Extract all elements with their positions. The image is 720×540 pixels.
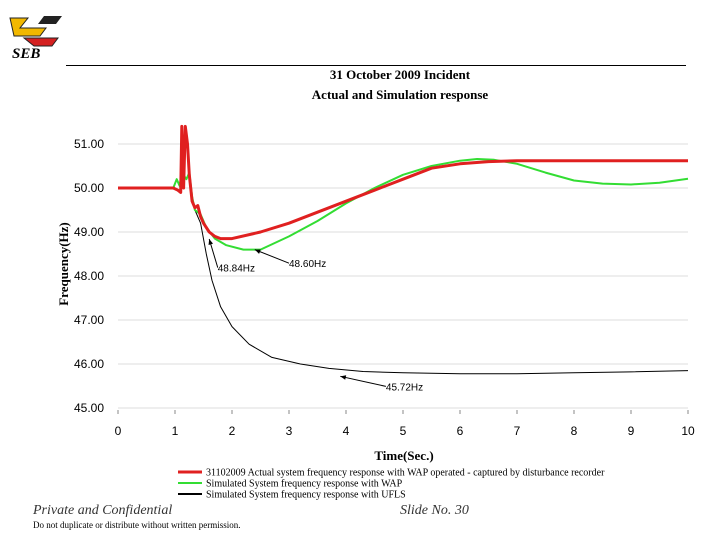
chart-title: 31 October 2009 Incident Actual and Simu…	[250, 65, 550, 105]
y-tick-label: 49.00	[74, 225, 104, 239]
chart-title-line2: Actual and Simulation response	[311, 87, 489, 102]
annotation-arrowhead	[340, 375, 347, 380]
axis-layer: 51.00 50.00 49.00 48.00 47.00 46.00 45.00 0 1 2 3 4…	[74, 137, 695, 438]
legend-layer: 31102009 Actual system frequency respons…	[178, 468, 605, 501]
legend-label: Simulated System frequency response with…	[206, 479, 403, 490]
series-line-wap	[118, 158, 689, 251]
confidential-label: Private and Confidential	[33, 503, 173, 518]
annotation-layer: 48.84Hz 48.60Hz 45.72Hz	[208, 238, 423, 393]
series-line-ufls	[118, 172, 689, 375]
y-axis-title: Frequency(Hz)	[56, 222, 71, 306]
x-tick-label: 4	[343, 424, 350, 438]
series-layer	[118, 124, 689, 375]
copyright-note: Do not duplicate or distribute without w…	[33, 520, 241, 530]
x-axis-title: Time(Sec.)	[374, 448, 433, 463]
x-tick-label: 8	[571, 424, 578, 438]
grid-layer	[118, 143, 688, 409]
slide-number: Slide No. 30	[400, 503, 469, 518]
annotation-label: 48.84Hz	[218, 264, 255, 275]
chart-title-line1: 31 October 2009 Incident	[329, 67, 471, 82]
header-rule	[66, 65, 686, 66]
annotation-label: 45.72Hz	[386, 382, 423, 393]
x-tick-label: 7	[514, 424, 521, 438]
x-tick-label: 10	[681, 424, 695, 438]
legend-label: 31102009 Actual system frequency respons…	[206, 468, 605, 479]
y-tick-label: 47.00	[74, 313, 104, 327]
annotation-leader	[254, 249, 290, 264]
x-tick-label: 6	[457, 424, 464, 438]
x-tick-label: 0	[115, 424, 122, 438]
annotation-arrowhead	[254, 249, 261, 254]
series-line-actual	[118, 124, 688, 241]
y-tick-label: 51.00	[74, 137, 104, 151]
x-tick-label: 1	[172, 424, 179, 438]
legend-label: Simulated System frequency response with…	[206, 490, 406, 501]
x-tick-label: 2	[229, 424, 236, 438]
x-tick-label: 5	[400, 424, 407, 438]
y-tick-label: 48.00	[74, 269, 104, 283]
logo-text: SEB	[12, 46, 41, 62]
x-tick-label: 3	[286, 424, 293, 438]
seb-logo-icon	[9, 16, 62, 47]
annotation-leader	[340, 375, 387, 387]
annotation-label: 48.60Hz	[289, 259, 326, 270]
y-tick-label: 46.00	[74, 357, 104, 371]
y-tick-label: 50.00	[74, 181, 104, 195]
x-tick-label: 9	[628, 424, 635, 438]
annotation-arrowhead	[208, 239, 214, 246]
y-tick-label: 45.00	[74, 401, 104, 415]
